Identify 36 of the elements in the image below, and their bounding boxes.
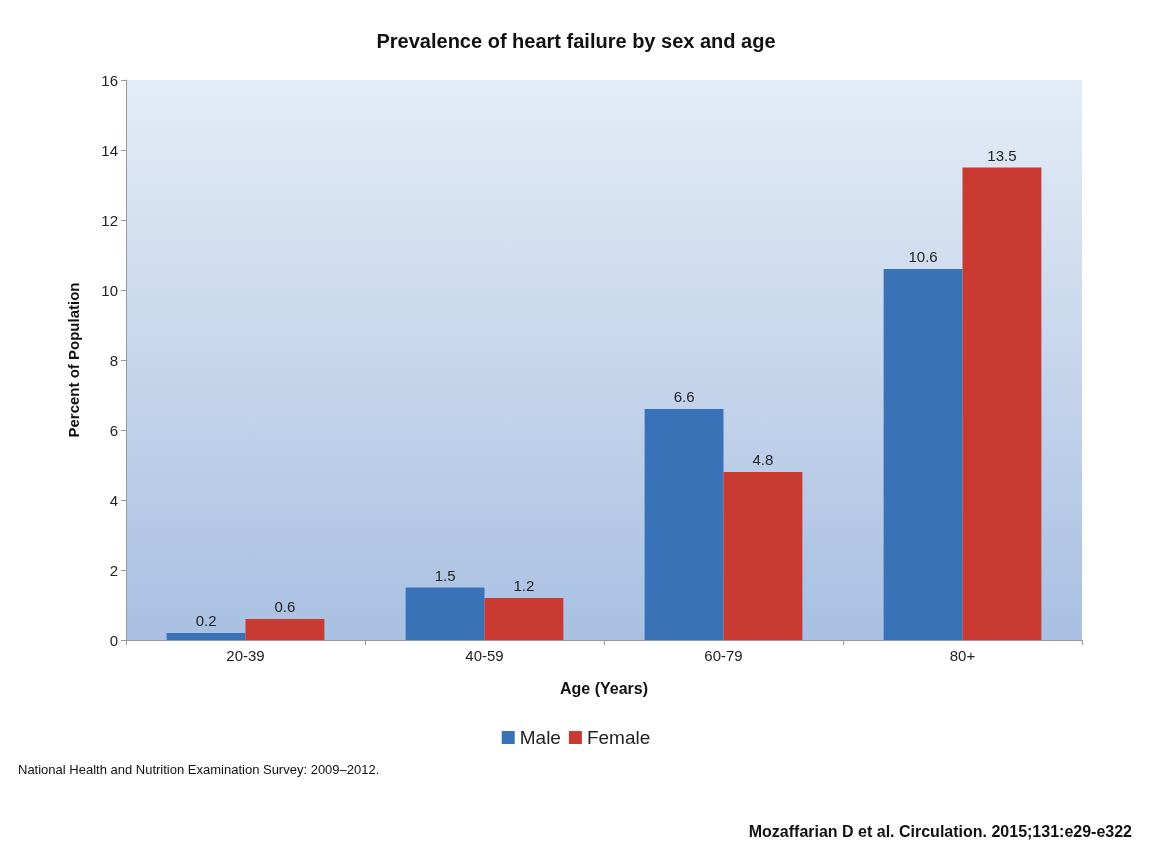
y-tick-label: 10 — [101, 281, 118, 299]
bar — [644, 409, 724, 640]
text: Mozaffarian D et al. Circulation. 2015;131:e29-e322 — [748, 822, 1133, 840]
x-axis-title: Age (Years) — [559, 679, 649, 697]
data-label: 4.8 — [752, 451, 774, 468]
data-label: 10.6 — [908, 248, 938, 265]
bar — [484, 598, 564, 640]
x-tick-label: 80+ — [949, 647, 976, 664]
text: National Health and Nutrition Examination Survey: 2009–2012. — [18, 762, 380, 777]
y-axis-title: Percent of Population — [65, 282, 82, 438]
data-label: 1.5 — [434, 566, 456, 584]
y-tick-label: 6 — [109, 421, 118, 439]
x-tick-label: 20-39 — [226, 647, 265, 664]
y-tick-label: 2 — [109, 561, 118, 579]
bar — [962, 167, 1042, 640]
bar — [166, 633, 246, 640]
y-tick-label: 0 — [109, 631, 118, 649]
bar — [405, 587, 485, 640]
data-label: 0.2 — [195, 612, 217, 629]
y-tick-label: 4 — [109, 491, 118, 509]
data-label: 1.2 — [513, 577, 535, 594]
y-tick-label: 14 — [101, 141, 118, 159]
y-tick-label: 12 — [101, 211, 118, 229]
x-tick-label: 40-59 — [465, 647, 504, 664]
legend-label: Male — [519, 727, 561, 748]
x-tick-label: 60-79 — [704, 647, 743, 664]
chart-title: Prevalence of heart failure by sex and age — [376, 30, 776, 52]
bar — [883, 269, 963, 640]
bar — [723, 472, 803, 640]
bar — [245, 619, 325, 640]
data-label: 0.6 — [274, 598, 296, 615]
legend-label: Female — [586, 727, 651, 748]
y-tick-label: 16 — [101, 71, 118, 89]
data-label: 6.6 — [673, 388, 695, 405]
y-tick-label: 8 — [109, 351, 118, 369]
data-label: 13.5 — [987, 146, 1017, 164]
